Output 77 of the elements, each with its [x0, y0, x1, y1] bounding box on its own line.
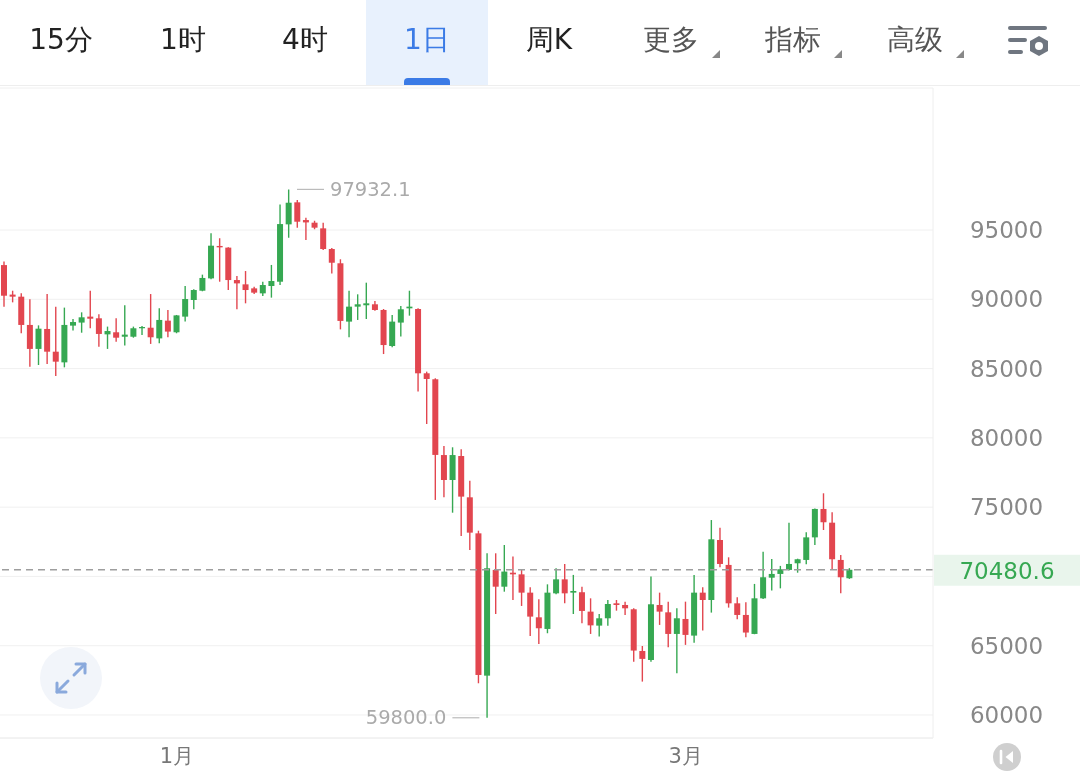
text: 1时: [160, 23, 206, 56]
y-tick-label: 80000: [969, 425, 1044, 452]
candlestick: [320, 221, 327, 251]
candlestick: [501, 544, 508, 593]
candlestick: [553, 567, 560, 596]
candlestick: [285, 188, 292, 239]
candlestick: [665, 600, 672, 648]
y-tick-label: 95000: [969, 217, 1044, 244]
candlestick: [35, 324, 42, 366]
x-tick-label: 1月: [159, 743, 195, 768]
text: 周K: [525, 23, 573, 56]
candlestick: [734, 596, 741, 620]
candlestick: [742, 601, 749, 638]
text: 15分: [29, 23, 93, 56]
candlestick: [768, 558, 775, 592]
annotation: 97932.1: [329, 177, 411, 201]
candlestick: [777, 565, 784, 590]
candlestick: [397, 305, 404, 338]
annotation: 59800.0: [365, 706, 447, 730]
y-tick-label: 75000: [969, 494, 1044, 521]
candlestick: [785, 521, 792, 572]
y-tick-label: 60000: [969, 702, 1044, 729]
candlestick: [639, 645, 646, 683]
text: 1日: [404, 23, 450, 56]
candlestick: [596, 613, 603, 638]
candlestick: [87, 290, 94, 329]
y-tick-label: 85000: [969, 355, 1044, 382]
candlestick: [604, 599, 611, 627]
candlestick: [760, 550, 767, 600]
candlestick: [242, 270, 249, 305]
candlestick: [363, 281, 370, 320]
candlestick: [622, 600, 629, 616]
candlestick: [673, 607, 680, 674]
candlestick: [268, 264, 275, 299]
candlestick: [294, 199, 301, 229]
candlestick: [699, 586, 706, 632]
candlestick: [52, 305, 59, 377]
y-tick-label: 65000: [969, 632, 1044, 659]
candlestick: [587, 597, 594, 635]
candlestick: [803, 531, 810, 565]
candlestick: [527, 586, 534, 637]
candlestick: [570, 574, 577, 615]
candlestick: [70, 318, 77, 332]
text: 高级: [887, 23, 943, 56]
candlestick: [121, 304, 128, 347]
candlestick: [78, 311, 85, 334]
candlestick: [837, 554, 844, 595]
candlestick: [354, 293, 361, 321]
candlestick: [578, 585, 585, 624]
y-tick-label: 90000: [969, 286, 1044, 313]
candlestick: [164, 309, 171, 338]
candlestick: [656, 591, 663, 626]
text: 指标: [765, 23, 821, 56]
candlestick: [535, 598, 542, 645]
candlestick: [26, 298, 33, 368]
candlestick: [716, 526, 723, 568]
candlestick: [346, 290, 353, 338]
text: 4时: [282, 23, 328, 56]
candlestick: [190, 288, 197, 310]
candlestick: [156, 307, 163, 345]
candlestick: [492, 552, 499, 615]
text: 更多: [643, 23, 699, 56]
candlestick: [104, 325, 111, 350]
candlestick: [682, 600, 689, 646]
candlestick: [518, 569, 525, 607]
candlestick: [328, 247, 335, 275]
candlestick: [423, 370, 430, 425]
candlestick: [561, 563, 568, 605]
candlestick: [95, 313, 102, 348]
x-tick-label: 3月: [668, 743, 703, 768]
candlestick: [44, 293, 51, 365]
candlestick: [147, 293, 154, 345]
candlestick: [820, 492, 827, 531]
candlestick: [113, 317, 120, 343]
candlestick: [233, 275, 240, 310]
candlestick: [182, 285, 189, 323]
ref-line-label: 70480.6: [959, 557, 1055, 584]
